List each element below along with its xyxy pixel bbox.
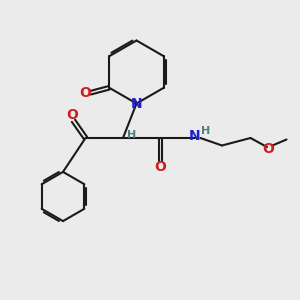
Text: H: H [201,125,210,136]
Text: O: O [262,142,274,156]
Text: N: N [189,129,201,142]
Text: O: O [79,86,91,100]
Text: O: O [154,160,166,174]
Text: O: O [66,108,78,122]
Text: N: N [131,97,142,110]
Text: H: H [127,130,136,140]
